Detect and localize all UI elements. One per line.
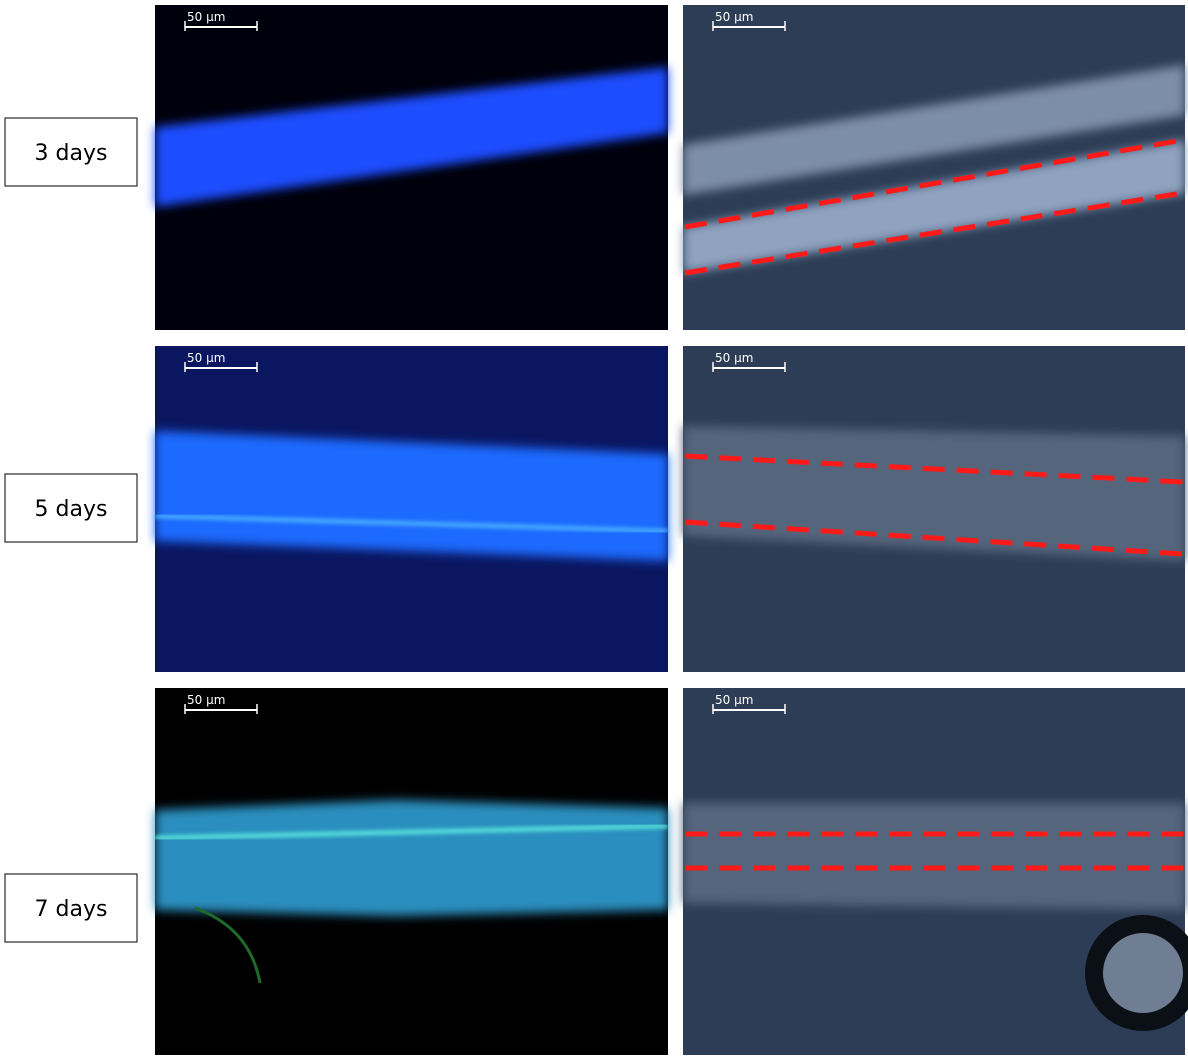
scale-label: 50 µm	[715, 693, 753, 707]
row-label: 5 days	[35, 497, 108, 522]
page: 3 days 50 µm 50 µm 5 days 50 µm 50 µm 7 days 50…	[0, 0, 1188, 1057]
scale-label: 50 µm	[715, 10, 753, 24]
scale-label: 50 µm	[187, 351, 225, 365]
scale-label: 50 µm	[187, 693, 225, 707]
row-label: 3 days	[35, 141, 108, 166]
fiber-band	[683, 803, 1185, 910]
fiber-band	[155, 800, 668, 916]
figure: 3 days 50 µm 50 µm 5 days 50 µm 50 µm 7 days 50…	[0, 0, 1188, 1057]
scale-label: 50 µm	[715, 351, 753, 365]
row-label: 7 days	[35, 897, 108, 922]
bubble-inner	[1103, 933, 1183, 1013]
scale-label: 50 µm	[187, 10, 225, 24]
